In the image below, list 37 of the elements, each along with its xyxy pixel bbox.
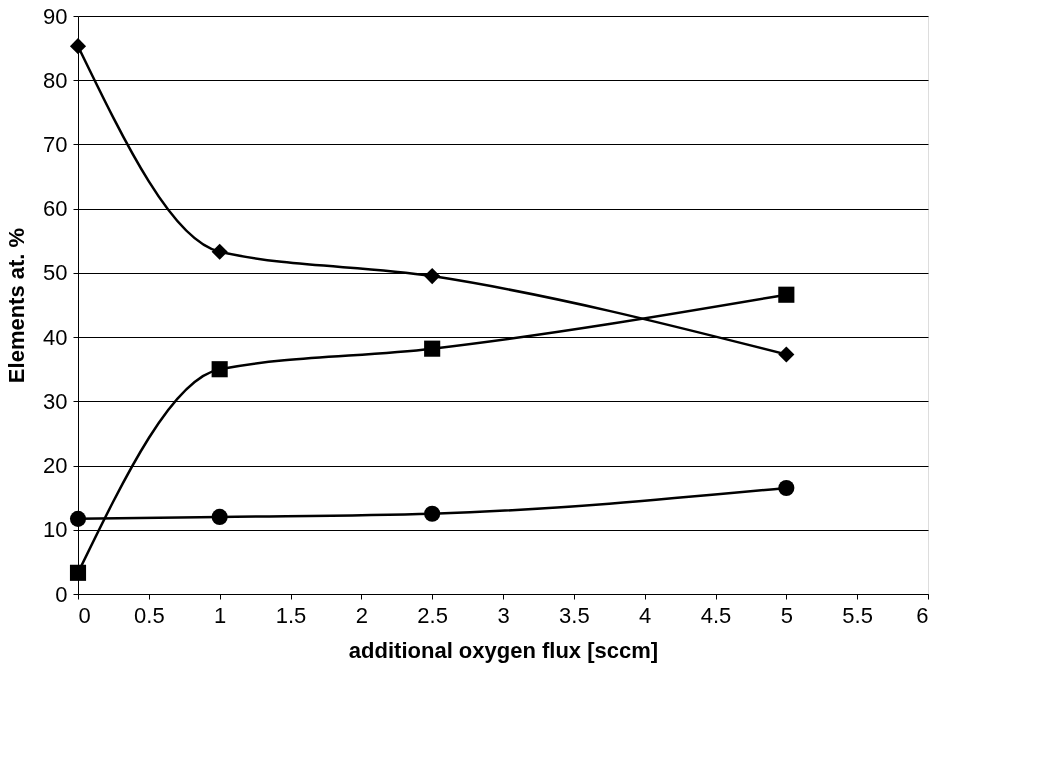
y-axis-title: Elements at. %	[4, 227, 30, 384]
x-tick-label: 5	[780, 602, 793, 628]
point	[211, 243, 228, 260]
y-tick-label: 10	[43, 517, 68, 543]
point	[778, 346, 795, 363]
x-axis-title: additional oxygen flux [sccm]	[348, 637, 659, 663]
x-tick-label: 3	[497, 602, 510, 628]
y-tick-label: 30	[43, 388, 68, 414]
x-tick-label: 2.5	[417, 602, 448, 628]
y-tick-label: 40	[43, 324, 68, 350]
x-tick-label: 1	[214, 602, 227, 628]
point	[69, 564, 87, 581]
x-tick-label: 0.5	[134, 602, 165, 628]
point	[211, 508, 228, 525]
y-tick-label: 0	[55, 581, 68, 607]
point	[424, 268, 441, 285]
y-tick-label: 20	[43, 453, 68, 479]
y-tick-label: 70	[43, 131, 68, 157]
x-tick-label: 2	[355, 602, 368, 628]
x-tick-label: 5.5	[842, 602, 873, 628]
x-tick-label: 1.5	[275, 602, 307, 628]
y-tick-label: 80	[43, 67, 68, 93]
y-tick-label: 90	[43, 3, 68, 29]
x-tick-label: 0	[78, 602, 91, 628]
point	[778, 479, 795, 497]
point	[69, 38, 87, 55]
x-tick-label: 4	[639, 602, 652, 628]
point	[778, 286, 795, 303]
x-tick-label: 6	[916, 602, 929, 628]
point	[424, 340, 441, 357]
x-tick-label: 4.5	[700, 602, 732, 628]
y-tick-label: 60	[43, 196, 68, 222]
point	[424, 505, 441, 522]
point	[211, 361, 228, 378]
point	[69, 510, 87, 527]
x-tick-label: 3.5	[559, 602, 590, 628]
y-tick-label: 50	[43, 260, 68, 286]
